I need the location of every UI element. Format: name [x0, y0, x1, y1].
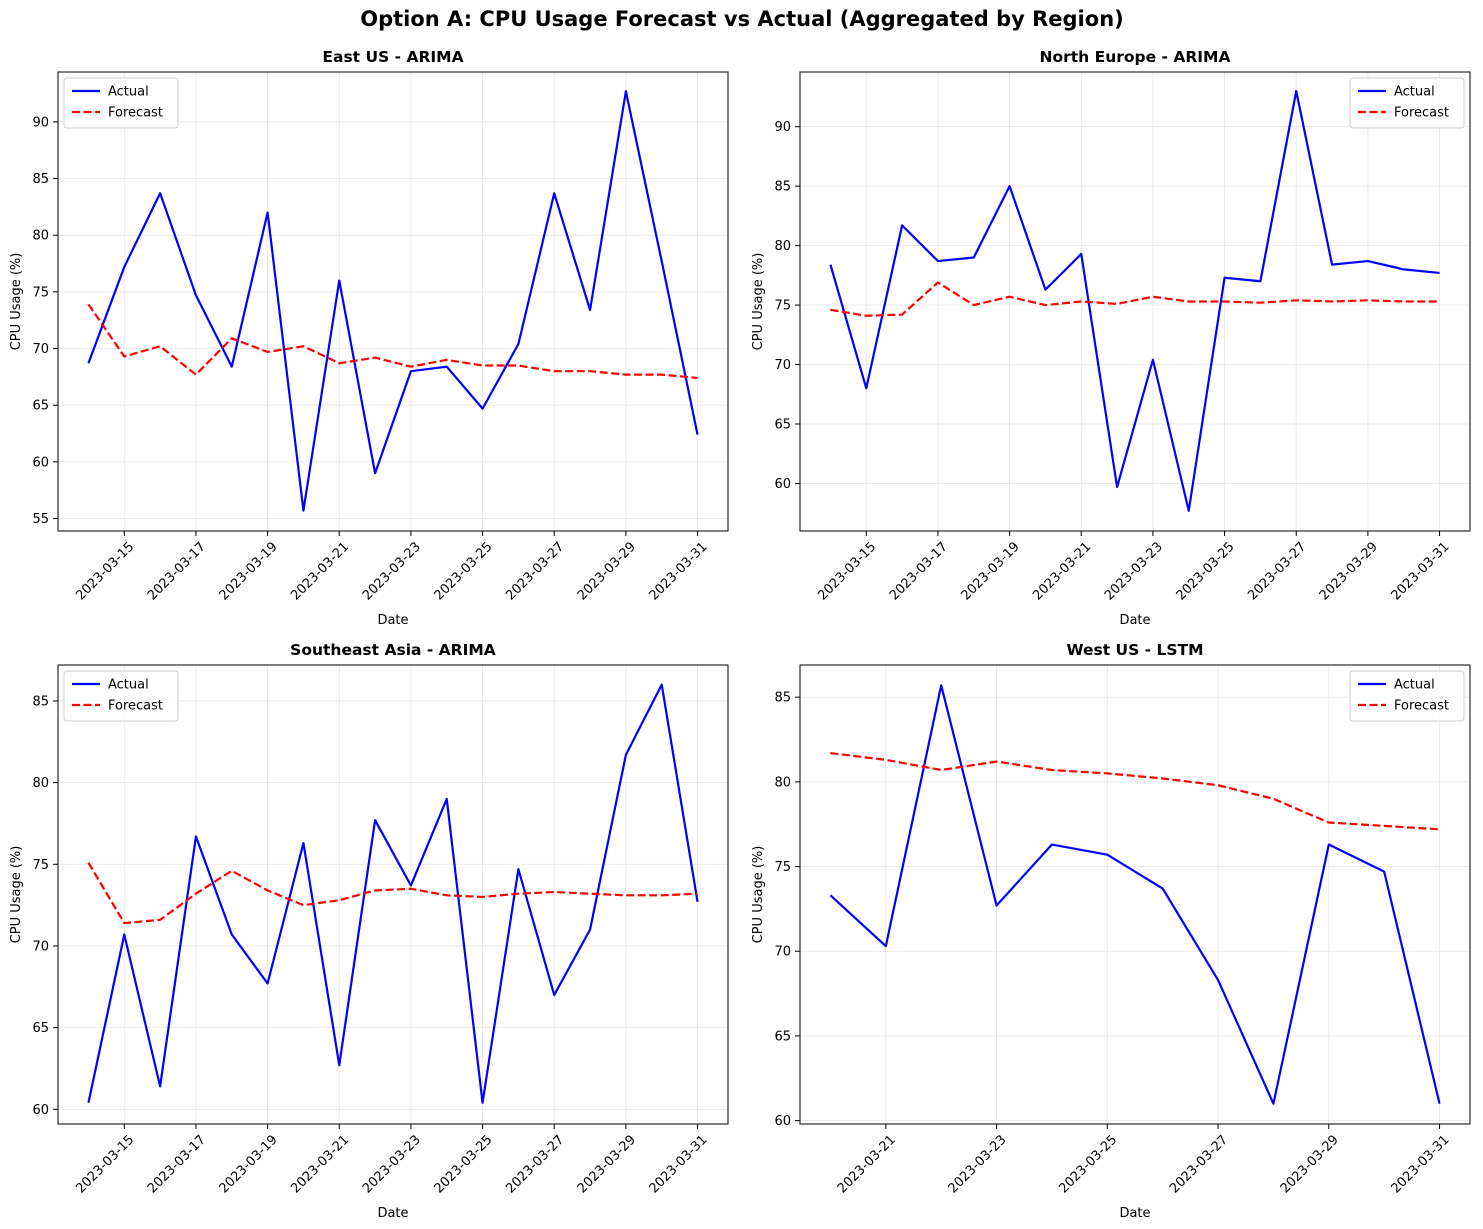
series-line-forecast	[87, 303, 698, 380]
legend: Actual Forecast	[63, 670, 179, 722]
y-tick-label: 75	[32, 285, 49, 300]
series-line-actual	[87, 683, 699, 1104]
y-tick-label: 60	[32, 455, 49, 470]
y-tick-label: 80	[32, 229, 49, 244]
legend-label-forecast: Forecast	[108, 699, 163, 714]
x-axis-label: Date	[377, 613, 408, 628]
y-axis-label: CPU Usage (%)	[751, 253, 766, 351]
legend-label-actual: Actual	[108, 678, 149, 693]
y-axis-label: CPU Usage (%)	[9, 253, 24, 351]
x-axis-label: Date	[377, 1206, 408, 1221]
y-tick-label: 65	[32, 399, 49, 414]
legend-label-actual: Actual	[1394, 85, 1435, 100]
y-tick-label: 70	[774, 358, 791, 373]
subplot-title: East US - ARIMA	[322, 48, 463, 66]
axes-frame	[799, 664, 1471, 1125]
subplot-title: West US - LSTM	[1066, 641, 1203, 659]
series-line-forecast	[87, 862, 698, 925]
y-tick-label: 55	[32, 512, 49, 527]
legend-label-forecast: Forecast	[1394, 699, 1449, 714]
y-tick-label: 90	[32, 115, 49, 130]
y-tick-label: 60	[774, 477, 791, 492]
y-tick-label: 75	[32, 858, 49, 873]
axes-frame	[57, 71, 729, 532]
y-tick-label: 65	[32, 1021, 49, 1036]
grid	[58, 72, 728, 531]
series-line-actual	[829, 89, 1440, 512]
legend: Actual Forecast	[1349, 670, 1465, 722]
grid	[58, 665, 728, 1124]
y-tick-label: 65	[774, 417, 791, 432]
y-tick-label: 90	[774, 120, 791, 135]
y-tick-label: 85	[774, 691, 791, 706]
legend: Actual Forecast	[1349, 77, 1465, 129]
y-tick-label: 75	[774, 860, 791, 875]
series-line-actual	[87, 90, 699, 512]
y-tick-label: 65	[774, 1029, 791, 1044]
y-tick-label: 60	[774, 1114, 791, 1129]
axes-frame	[799, 71, 1471, 532]
legend-label-forecast: Forecast	[1394, 106, 1449, 121]
y-axis-label: CPU Usage (%)	[9, 846, 24, 944]
series-line-actual	[829, 684, 1441, 1105]
y-tick-label: 85	[32, 172, 49, 187]
y-tick-label: 75	[774, 299, 791, 314]
legend-label-actual: Actual	[108, 85, 149, 100]
y-tick-label: 70	[32, 939, 49, 954]
series-line-forecast	[830, 281, 1440, 317]
y-tick-label: 60	[32, 1103, 49, 1118]
subplot-title: Southeast Asia - ARIMA	[290, 641, 496, 659]
y-axis-label: CPU Usage (%)	[751, 846, 766, 944]
legend-label-actual: Actual	[1394, 678, 1435, 693]
axes-frame	[57, 664, 729, 1125]
y-tick-label: 80	[774, 775, 791, 790]
y-tick-label: 80	[774, 239, 791, 254]
y-tick-label: 85	[774, 180, 791, 195]
subplot-title: North Europe - ARIMA	[1040, 48, 1231, 66]
x-axis-label: Date	[1119, 1206, 1150, 1221]
y-tick-label: 70	[774, 945, 791, 960]
x-axis-label: Date	[1119, 613, 1150, 628]
y-tick-label: 80	[32, 776, 49, 791]
y-tick-label: 70	[32, 342, 49, 357]
legend-label-forecast: Forecast	[108, 106, 163, 121]
legend: Actual Forecast	[63, 77, 179, 129]
y-tick-label: 85	[32, 694, 49, 709]
figure-title: Option A: CPU Usage Forecast vs Actual (…	[360, 7, 1124, 31]
